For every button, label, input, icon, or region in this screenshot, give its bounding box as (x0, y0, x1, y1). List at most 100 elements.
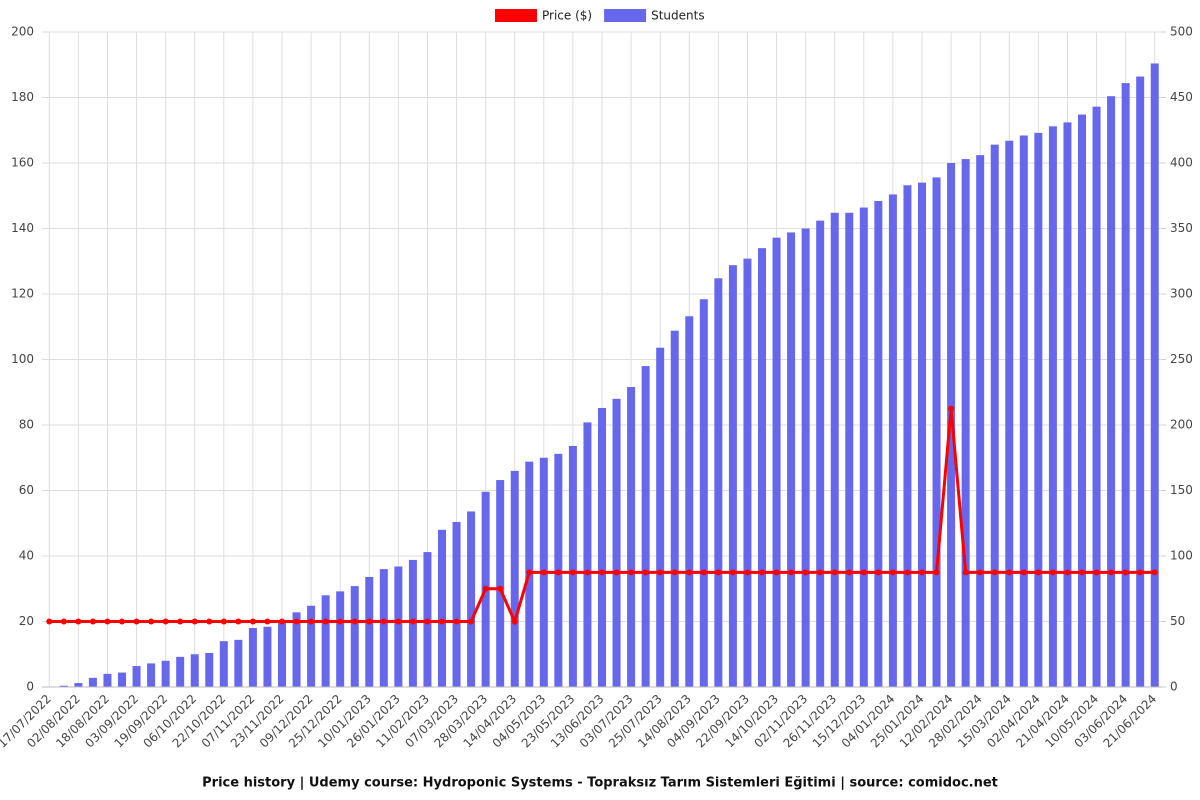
price-point (948, 405, 955, 412)
price-point (831, 569, 838, 576)
price-point (686, 569, 693, 576)
price-point (439, 618, 445, 625)
legend-swatch (495, 9, 537, 22)
price-point (104, 618, 111, 625)
price-point (875, 569, 882, 576)
price-point (700, 569, 707, 576)
price-point (482, 585, 489, 592)
price-point (933, 569, 940, 576)
price-point (468, 618, 475, 625)
chart-title: Price history | Udemy course: Hydroponic… (202, 776, 998, 791)
y2-tick-label: 400 (1170, 156, 1193, 170)
bar (758, 248, 766, 687)
price-point (1049, 569, 1056, 576)
bar (205, 652, 214, 687)
y-tick-label: 40 (19, 549, 34, 563)
bar (190, 654, 199, 687)
y-tick-label: 0 (26, 680, 34, 694)
price-point (89, 618, 96, 625)
bar (394, 566, 403, 687)
price-point (1108, 569, 1115, 576)
price-point (642, 569, 649, 576)
bar (132, 666, 141, 687)
bar (874, 200, 883, 688)
bar (467, 511, 476, 687)
price-point (584, 569, 591, 576)
price-point (424, 618, 431, 625)
bar (74, 683, 83, 687)
bar (714, 278, 723, 687)
price-point (904, 569, 911, 576)
y-tick-label: 20 (19, 614, 34, 628)
price-point (991, 569, 998, 576)
bar (816, 220, 825, 687)
bar (787, 232, 796, 687)
price-point (1137, 569, 1144, 576)
price-point (177, 618, 184, 625)
price-point (759, 569, 765, 576)
price-point (191, 618, 198, 625)
price-point (322, 618, 329, 625)
price-point (628, 569, 635, 576)
bar (88, 677, 97, 687)
bar (365, 576, 374, 687)
price-point (569, 569, 576, 576)
y2-tick-label: 100 (1170, 549, 1193, 563)
price-point (1093, 569, 1100, 576)
bar (147, 663, 156, 687)
price-point (133, 618, 140, 625)
bar (1078, 114, 1086, 687)
bar (307, 605, 316, 687)
bar (103, 673, 112, 687)
price-point (249, 618, 256, 625)
bar (1107, 96, 1116, 687)
bar (918, 182, 926, 687)
price-point (1122, 569, 1129, 576)
price-point (846, 569, 853, 576)
bar (583, 422, 592, 687)
price-point (1079, 569, 1085, 576)
price-point (293, 618, 300, 625)
price-point (264, 618, 271, 625)
price-point (235, 618, 242, 625)
bar (598, 407, 606, 687)
price-point (599, 569, 605, 576)
price-point (511, 618, 518, 625)
price-point (46, 618, 53, 625)
bar (990, 144, 999, 687)
price-point (453, 618, 460, 625)
bar (728, 265, 737, 687)
bar (161, 660, 170, 687)
bar (59, 685, 68, 687)
y2-tick-label: 450 (1170, 90, 1193, 104)
price-point (977, 569, 984, 576)
price-point (773, 569, 780, 576)
price-point (497, 585, 504, 592)
bar (234, 639, 243, 687)
legend-swatch (604, 9, 647, 22)
price-point (817, 569, 824, 576)
price-point (715, 569, 722, 576)
bar (379, 569, 388, 687)
price-point (729, 569, 736, 576)
price-point (409, 618, 416, 625)
price-point (75, 618, 82, 625)
y2-tick-label: 150 (1170, 483, 1193, 497)
y-tick-label: 160 (11, 156, 34, 170)
y2-tick-label: 500 (1170, 25, 1193, 39)
bar (1136, 76, 1145, 688)
price-point (671, 569, 678, 576)
bar (670, 330, 679, 687)
bar (1034, 132, 1043, 687)
price-point (555, 569, 562, 576)
bar (641, 366, 650, 687)
y-tick-label: 100 (11, 352, 34, 366)
price-point (919, 569, 925, 576)
price-point (119, 618, 125, 625)
bar (1019, 135, 1028, 688)
bar (452, 521, 461, 687)
price-point (962, 569, 969, 576)
price-point (613, 569, 620, 576)
bar (685, 316, 694, 687)
